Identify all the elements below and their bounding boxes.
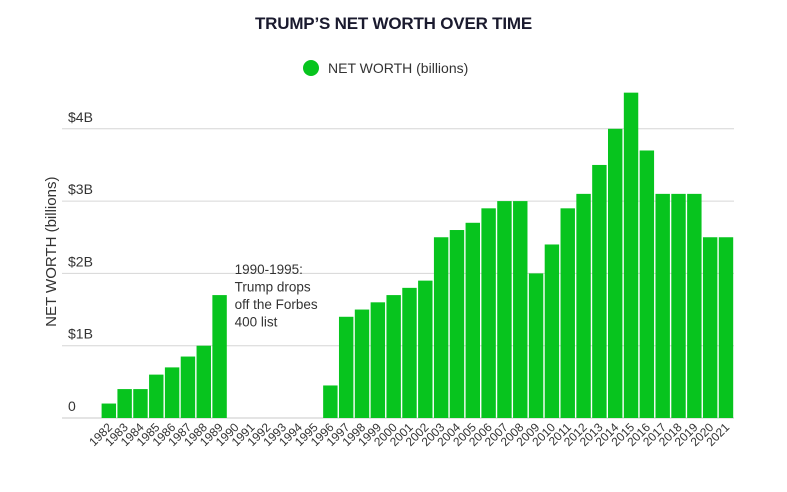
bar-1997: [338, 316, 354, 418]
bar-2009: [528, 273, 544, 418]
legend-marker-icon: [303, 60, 319, 76]
annotation-text: Trump drops: [235, 280, 311, 295]
bar-2000: [386, 295, 401, 418]
bar-2007: [497, 201, 512, 418]
bar-1982: [101, 403, 117, 418]
bar-2005: [465, 222, 480, 418]
bar-2008: [513, 201, 528, 418]
bar-2012: [576, 193, 591, 418]
y-axis-label: NET WORTH (billions): [43, 177, 60, 327]
bar-2017: [655, 193, 670, 418]
bar-1983: [117, 389, 132, 418]
bar-2011: [560, 208, 575, 418]
bar-2016: [639, 150, 655, 419]
bar-2021: [718, 237, 734, 418]
bar-2004: [449, 230, 465, 418]
bar-1985: [149, 374, 164, 418]
bar-1987: [180, 356, 196, 418]
bar-2018: [671, 193, 686, 418]
bar-1986: [164, 367, 180, 418]
bar-1999: [370, 302, 386, 418]
annotation-text: off the Forbes: [235, 297, 318, 312]
bar-2019: [687, 193, 702, 418]
annotation-text: 400 list: [235, 315, 278, 330]
legend: NET WORTH (billions): [303, 60, 468, 76]
y-tick-label: $1B: [68, 326, 93, 342]
bar-2014: [608, 128, 623, 419]
bar-1984: [133, 389, 148, 418]
legend-label: NET WORTH (billions): [328, 60, 469, 76]
chart-title: TRUMP’S NET WORTH OVER TIME: [255, 14, 532, 33]
bar-2006: [481, 208, 496, 418]
bar-2001: [402, 287, 417, 418]
y-tick-label: $2B: [68, 253, 93, 269]
bar-2010: [544, 244, 560, 418]
bar-2020: [702, 237, 718, 418]
bar-1996: [323, 385, 338, 418]
bar-1988: [196, 345, 211, 418]
bar-2013: [592, 164, 607, 418]
bar-2002: [418, 280, 433, 418]
y-tick-label: $4B: [68, 109, 93, 125]
bar-1998: [354, 309, 370, 418]
bar-1989: [212, 295, 227, 418]
y-tick-label: 0: [68, 398, 76, 414]
y-tick-label: $3B: [68, 181, 93, 197]
bar-2015: [623, 92, 639, 419]
bar-2003: [433, 237, 449, 418]
annotation-text: 1990-1995:: [235, 262, 303, 277]
